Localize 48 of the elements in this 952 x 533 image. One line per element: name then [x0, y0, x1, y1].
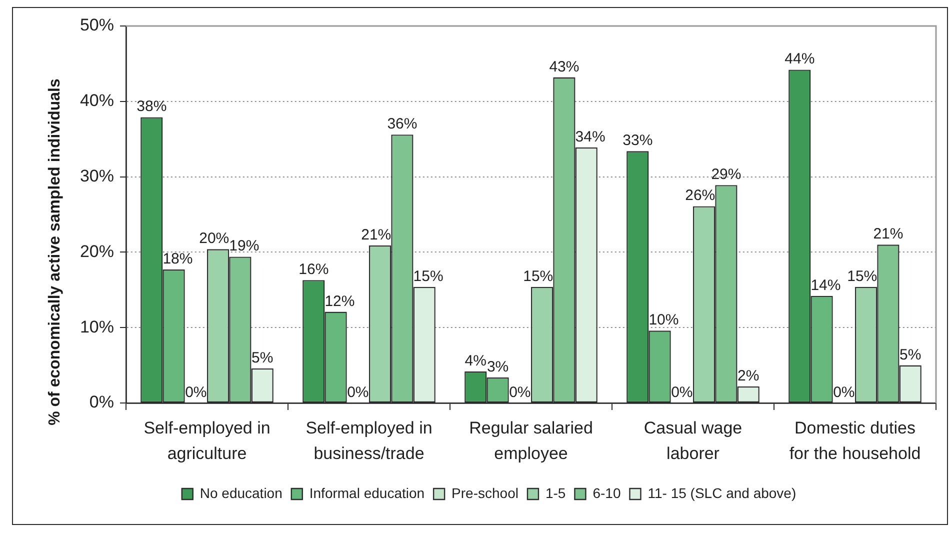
data-label: 29%	[711, 166, 742, 184]
legend-label: 1-5	[545, 484, 566, 501]
data-label: 12%	[324, 292, 355, 310]
data-label: 0%	[347, 384, 369, 401]
data-label: 0%	[671, 384, 693, 401]
legend-label: 11- 15 (SLC and above)	[648, 484, 796, 501]
data-label: 4%	[464, 352, 486, 370]
y-tick-label: 10%	[80, 317, 114, 336]
data-label: 19%	[229, 238, 260, 255]
x-tick-label: Domestic duties for the household	[789, 418, 921, 463]
legend-label: 6-10	[592, 484, 621, 501]
y-tick-label: 0%	[89, 392, 114, 412]
x-tick-label: Regular salaried employee	[469, 418, 593, 463]
data-label: 38%	[136, 98, 167, 116]
data-label: 20%	[199, 230, 230, 248]
data-label: 15%	[523, 268, 554, 285]
data-label: 10%	[648, 312, 679, 329]
data-label: 33%	[622, 132, 653, 150]
data-label: 15%	[847, 268, 878, 285]
data-label: 5%	[252, 349, 274, 366]
data-label: 21%	[361, 226, 392, 244]
data-label: 34%	[575, 128, 606, 146]
data-label: 2%	[738, 367, 760, 384]
data-label: 14%	[810, 276, 841, 294]
data-label: 5%	[900, 346, 922, 364]
data-label: 18%	[162, 250, 193, 268]
y-axis-title: % of economically active sampled individuals	[46, 78, 64, 426]
data-label: 3%	[486, 358, 509, 376]
x-tick-label: Casual wage laborer	[644, 418, 742, 463]
x-tick-label: Self-employed in business/trade	[306, 418, 432, 463]
data-label: 0%	[833, 384, 855, 401]
data-label: 43%	[549, 58, 580, 76]
x-tick-label: Self-employed in agriculture	[144, 418, 270, 463]
data-label: 44%	[784, 50, 815, 68]
data-label: 15%	[413, 268, 444, 285]
data-label: 36%	[387, 116, 418, 133]
data-label: 0%	[185, 384, 207, 401]
data-label: 16%	[298, 261, 329, 278]
data-label: 21%	[873, 226, 904, 243]
legend-label: Pre-school	[452, 484, 518, 501]
y-tick-label: 20%	[80, 242, 114, 261]
y-tick-label: 40%	[80, 91, 114, 110]
y-tick-label: 50%	[80, 16, 114, 35]
data-label: 26%	[685, 187, 716, 204]
legend-label: No education	[200, 484, 282, 501]
y-tick-label: 30%	[80, 166, 114, 186]
data-label: 0%	[509, 384, 531, 401]
legend-label: Informal education	[309, 484, 425, 501]
